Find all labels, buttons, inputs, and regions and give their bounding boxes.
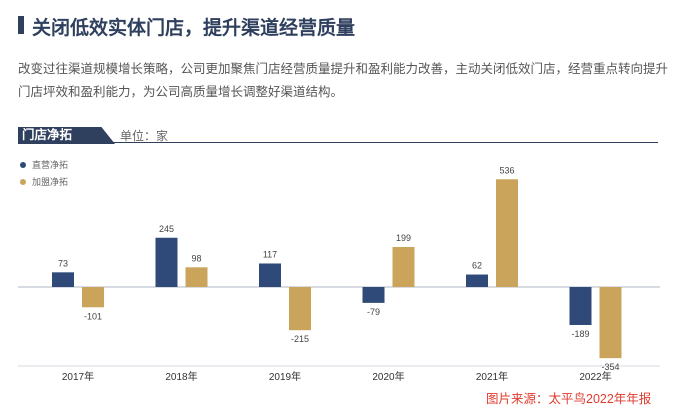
data-label-series-a-4: 62 xyxy=(472,261,482,271)
legend-label-series-b: 加盟净拓 xyxy=(32,177,69,187)
category-label-1: 2018年 xyxy=(165,370,197,383)
bar-series-b-4 xyxy=(496,179,518,287)
data-label-series-b-3: 199 xyxy=(396,233,411,243)
legend-dot-series-b xyxy=(20,178,26,185)
data-label-series-a-5: -189 xyxy=(571,329,589,339)
bar-series-b-3 xyxy=(392,247,415,287)
category-label-3: 2020年 xyxy=(372,370,404,383)
chart-header-line xyxy=(18,142,658,143)
data-label-series-a-1: 245 xyxy=(159,224,174,234)
data-label-series-b-4: 536 xyxy=(499,165,514,175)
legend-label-series-a: 直营净拓 xyxy=(32,160,69,170)
bar-series-b-0 xyxy=(82,287,104,308)
unit-label: 单位：家 xyxy=(120,129,169,143)
legend-dot-series-a xyxy=(20,161,26,168)
bar-series-b-1 xyxy=(185,267,208,287)
legend-item-series-b: 加盟净拓 xyxy=(20,175,68,188)
data-label-series-b-2: -215 xyxy=(291,334,309,344)
bar-series-a-5 xyxy=(569,287,592,325)
bar-series-a-4 xyxy=(466,274,488,287)
data-label-series-b-0: -101 xyxy=(84,311,102,321)
chart-tab-label: 门店净拓 xyxy=(18,127,115,144)
description-text: 改变过往渠道规模增长策略，公司更加聚焦门店经营质量提升和盈利能力改善，主动关闭低… xyxy=(18,62,669,99)
category-label-2: 2019年 xyxy=(269,370,301,383)
bar-series-a-2 xyxy=(259,263,281,287)
data-label-series-a-3: -79 xyxy=(367,307,380,317)
category-label-4: 2021年 xyxy=(476,370,508,383)
data-label-series-b-5: -354 xyxy=(601,362,619,372)
bar-series-b-5 xyxy=(599,287,622,359)
bar-series-a-0 xyxy=(52,272,74,287)
title-accent-bar xyxy=(18,16,24,34)
bar-series-b-2 xyxy=(289,287,311,331)
data-label-series-a-0: 73 xyxy=(58,258,68,268)
data-label-series-a-2: 117 xyxy=(263,249,277,259)
image-source-caption: 图片来源：太平鸟2022年年报 xyxy=(486,392,652,406)
data-label-series-b-1: 98 xyxy=(191,253,201,263)
legend-item-series-a: 直营净拓 xyxy=(20,158,68,171)
bar-series-a-3 xyxy=(362,287,385,303)
page-title: 关闭低效实体门店，提升渠道经营质量 xyxy=(32,18,356,39)
category-label-5: 2022年 xyxy=(579,370,611,383)
bar-series-a-1 xyxy=(155,237,178,287)
category-label-0: 2017年 xyxy=(62,370,94,383)
